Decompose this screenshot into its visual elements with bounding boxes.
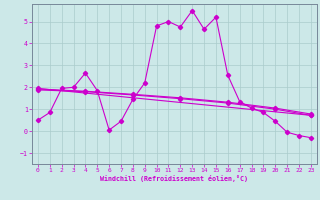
X-axis label: Windchill (Refroidissement éolien,°C): Windchill (Refroidissement éolien,°C) xyxy=(100,175,248,182)
